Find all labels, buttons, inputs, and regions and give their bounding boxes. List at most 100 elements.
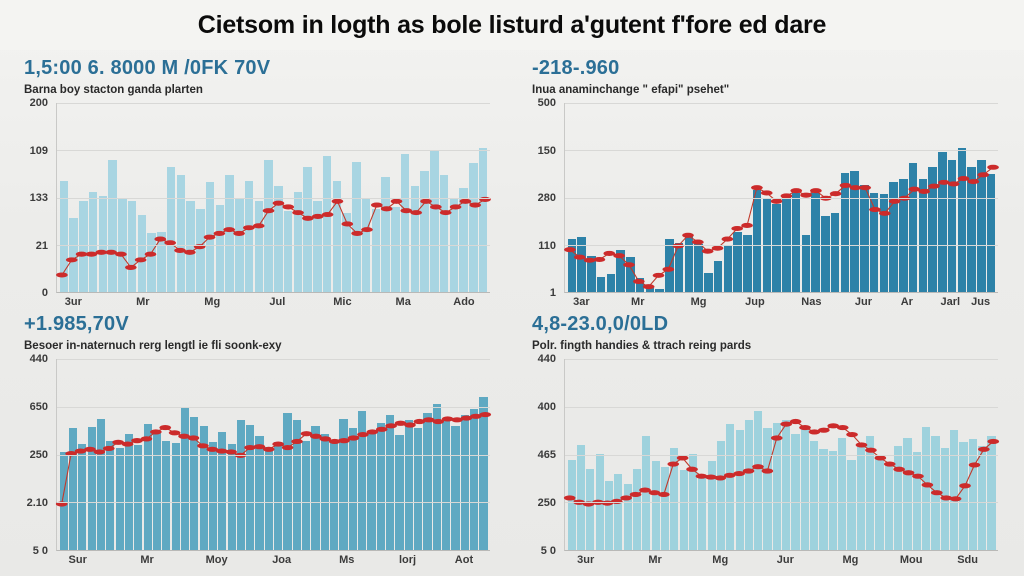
bar bbox=[733, 231, 742, 292]
bar bbox=[404, 419, 413, 550]
bar bbox=[879, 193, 889, 292]
plot-top-right[interactable]: 500 150 280 110 1 3ar Mr Mg Jup Nas Jur Ar Jarl Jus bbox=[516, 97, 1016, 308]
chart-panel-top-left[interactable]: 1,5:00 6. 8000 M /0FK 70V Barna boy stac… bbox=[8, 52, 508, 310]
bar bbox=[171, 443, 180, 550]
y-tick-label: 0 bbox=[41, 287, 48, 299]
bar bbox=[134, 444, 143, 550]
bar bbox=[856, 444, 865, 550]
bar bbox=[655, 288, 664, 292]
bar bbox=[157, 231, 166, 292]
x-tick-label: Moy bbox=[205, 554, 228, 566]
bar bbox=[810, 441, 819, 550]
bar bbox=[430, 150, 439, 292]
bar bbox=[819, 449, 828, 550]
y-tick-label: 250 bbox=[29, 449, 48, 461]
bar bbox=[311, 425, 320, 550]
x-axis-bottom-left: Sur Mr Moy Joa Ms lorj Aot bbox=[56, 551, 490, 571]
bar bbox=[884, 464, 893, 550]
bar bbox=[967, 167, 976, 292]
bar bbox=[850, 171, 859, 292]
x-tick-label: Jarl bbox=[940, 296, 961, 308]
gridline bbox=[565, 197, 998, 199]
bar bbox=[391, 206, 400, 292]
bar bbox=[199, 425, 208, 550]
x-axis-bottom-right: 3ur Mr Mg Jur Mg Mou Sdu bbox=[564, 551, 998, 571]
bar bbox=[176, 174, 186, 292]
x-tick-label: Mg bbox=[204, 296, 221, 308]
bar bbox=[978, 445, 987, 550]
gridline bbox=[57, 454, 490, 456]
chart-panel-bottom-right[interactable]: 4,8-23.0,0/0LD Polr. fingth handies & tt… bbox=[516, 308, 1016, 574]
bar bbox=[303, 167, 312, 292]
bar bbox=[400, 154, 410, 292]
bar bbox=[420, 171, 429, 292]
y-axis-bottom-left: 440 650 250 2.10 5 0 bbox=[8, 353, 54, 557]
bar bbox=[367, 433, 376, 550]
chart-panel-bottom-left[interactable]: +1.985,70V Besoer in-naternuch rerg leng… bbox=[8, 308, 508, 574]
bar bbox=[395, 435, 404, 550]
plot-bottom-left[interactable]: 440 650 250 2.10 5 0 Sur Mr Moy Joa Ms lorj Aot bbox=[8, 353, 508, 566]
bar bbox=[830, 213, 840, 292]
y-tick-label: 250 bbox=[537, 497, 556, 509]
bar bbox=[283, 210, 293, 292]
bar bbox=[69, 218, 78, 292]
x-tick-label: Ar bbox=[900, 296, 913, 308]
y-tick-label: 21 bbox=[35, 239, 48, 252]
gridline bbox=[57, 197, 490, 199]
bar bbox=[322, 155, 332, 292]
bar bbox=[840, 172, 850, 292]
chart-panel-top-right[interactable]: -218-.960 Inua anaminchange " efapi" pse… bbox=[516, 52, 1016, 310]
y-axis-top-left: 200 109 133 21 0 bbox=[8, 97, 54, 299]
bar bbox=[180, 406, 189, 550]
bar bbox=[147, 233, 156, 292]
x-axis-top-left: 3ur Mr Mg Jul Mic Ma Ado bbox=[56, 293, 490, 313]
bar bbox=[660, 466, 670, 550]
bar bbox=[918, 178, 928, 292]
bar bbox=[371, 208, 381, 292]
x-tick-label: Nas bbox=[801, 296, 822, 308]
bar bbox=[791, 192, 801, 292]
bar bbox=[162, 441, 171, 550]
gridline bbox=[57, 359, 490, 360]
bar bbox=[342, 212, 351, 292]
bar bbox=[940, 447, 949, 550]
bar bbox=[614, 473, 623, 550]
dashboard-title-bar: Cietsom in logth as bole listurd a'guten… bbox=[0, 0, 1024, 50]
x-tick-label: 3ur bbox=[577, 554, 595, 566]
bar bbox=[782, 195, 791, 292]
bar bbox=[726, 424, 735, 550]
bar bbox=[215, 205, 225, 292]
bar bbox=[330, 443, 339, 550]
bar bbox=[478, 148, 488, 292]
bar bbox=[922, 426, 931, 550]
bar bbox=[205, 182, 215, 292]
y-tick-label: 1 bbox=[549, 287, 556, 299]
plot-bottom-right[interactable]: 440 400 465 250 5 0 3ur Mr Mg Jur Mg Mou Sdu bbox=[516, 353, 1016, 566]
panel-subtitle-bottom-left: Besoer in-naternuch rerg lengtl ie fli s… bbox=[24, 340, 282, 352]
bar bbox=[977, 159, 986, 292]
bar bbox=[912, 451, 921, 550]
bar bbox=[79, 201, 88, 292]
bar bbox=[225, 174, 234, 292]
plot-top-left[interactable]: 200 109 133 21 0 3ur Mr Mg Jul Mic Ma Ado bbox=[8, 97, 508, 308]
x-tick-label: Ms bbox=[339, 554, 355, 566]
y-tick-label: 150 bbox=[537, 144, 556, 157]
bar bbox=[986, 174, 996, 292]
bar bbox=[752, 189, 762, 292]
x-tick-label: Joa bbox=[272, 554, 292, 566]
bar bbox=[626, 257, 635, 292]
x-tick-label: Mg bbox=[842, 554, 859, 566]
y-axis-top-right: 500 150 280 110 1 bbox=[516, 97, 562, 299]
bar bbox=[679, 470, 688, 550]
page-title: Cietsom in logth as bole listurd a'guten… bbox=[197, 10, 827, 39]
bar bbox=[866, 436, 875, 550]
bar bbox=[596, 276, 606, 292]
bar bbox=[645, 288, 655, 292]
bar bbox=[376, 423, 385, 550]
bar bbox=[246, 424, 255, 550]
bar bbox=[106, 440, 115, 550]
bar bbox=[410, 186, 420, 292]
bar bbox=[947, 160, 957, 292]
y-tick-label: 440 bbox=[29, 353, 48, 365]
bar bbox=[386, 415, 395, 550]
